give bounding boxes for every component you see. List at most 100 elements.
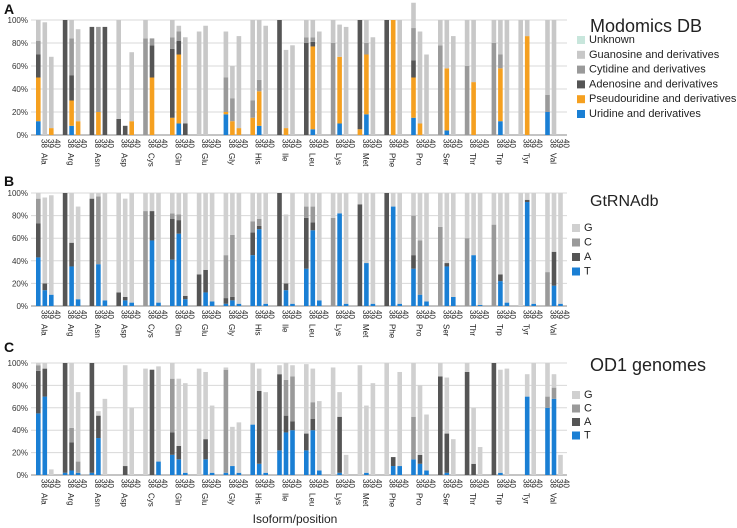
x-tick-position: 38 [66,310,75,319]
bar-segment-a [116,292,121,306]
x-tick-position: 39 [475,310,484,319]
x-tick-position: 39 [314,139,323,148]
bar-segment-g [357,365,363,475]
x-tick-position: 38 [39,479,48,488]
bar-segment-pseudouridine-and-derivatives [417,123,423,135]
x-tick-isoform: His [254,493,263,505]
bar-segment-uridine-and-derivatives [176,123,182,135]
legend-swatch [577,36,585,44]
bar-segment-t [551,398,557,475]
x-tick-position: 38 [281,479,290,488]
x-tick-position: 39 [448,479,457,488]
legend-swatch [572,238,580,247]
bar-segment-c [438,226,443,306]
bar-segment-a [283,415,289,433]
x-tick-isoform: Leu [307,153,316,166]
bar-segment-pseudouridine-and-derivatives [49,128,54,135]
bar-segment-cytidine-and-derivatives [438,45,443,135]
x-tick-position: 40 [160,479,169,488]
bar-segment-a [36,370,41,414]
bar-segment-guanosine-and-derivatives [317,31,322,135]
bar-segment-g [364,405,369,473]
bar-segment-g [170,193,175,214]
bar-segment-cytidine-and-derivatives [498,54,503,69]
x-tick-position: 39 [555,479,564,488]
legend-swatch [572,391,580,399]
legend-swatch [577,80,585,89]
x-tick-position: 40 [428,310,437,319]
bar-segment-t [558,303,563,306]
y-tick-label: 20% [12,108,28,117]
bar-segment-c [551,387,557,399]
x-tick-position: 40 [160,310,169,319]
bar-segment-guanosine-and-derivatives [223,31,229,78]
bar-segment-g [122,198,128,297]
bar-segment-g [370,383,376,475]
bar-segment-g [317,401,322,471]
x-tick-position: 38 [93,479,102,488]
bar-segment-a [304,433,309,451]
bar-segment-g [464,363,470,372]
bar-segment-g [518,193,523,306]
bar-segment-g [69,363,74,428]
bar-segment-a [310,419,316,431]
x-tick-position: 40 [267,479,276,488]
bar-segment-g [558,454,563,475]
x-tick-position: 38 [227,310,236,319]
bar-segment-a [256,225,262,230]
legend-label: G [584,222,593,234]
bar-segment-c [69,427,74,443]
bar-segment-a [89,363,95,473]
bar-segment-uridine-and-derivatives [411,117,416,135]
bar-segment-g [384,363,389,475]
bar-segment-t [263,303,268,306]
x-tick-position: 40 [562,310,571,319]
x-tick-position: 38 [388,310,397,319]
y-tick-label: 60% [12,404,28,413]
bar-segment-g [417,193,423,241]
bar-segment-uridine-and-derivatives [545,112,550,135]
x-tick-position: 39 [73,479,82,488]
legend-swatch [572,418,580,426]
bar-segment-g [545,193,550,273]
bar-segment-g [143,193,148,212]
x-tick-isoform: Cys [147,324,156,338]
y-tick-label: 40% [12,426,28,435]
x-tick-position: 40 [454,139,463,148]
bar-segment-t [122,300,128,306]
bar-segment-guanosine-and-derivatives [129,52,134,122]
x-tick-position: 38 [441,139,450,148]
x-tick-position: 39 [501,310,510,319]
x-tick-position: 40 [401,139,410,148]
x-tick-position: 38 [334,310,343,319]
y-tick-label: 20% [12,279,28,288]
bar-segment-a [196,274,202,306]
x-tick-position: 38 [522,310,531,319]
x-tick-position: 38 [66,479,75,488]
bar-segment-t [75,299,81,306]
x-tick-position: 38 [495,139,504,148]
bar-segment-g [183,383,188,473]
x-tick-position: 39 [287,139,296,148]
bar-segment-t [343,303,349,306]
bar-segment-cytidine-and-derivatives [364,43,369,55]
bar-segment-c [310,402,316,419]
bar-segment-t [364,472,369,475]
x-tick-position: 39 [233,139,242,148]
bar-segment-a [551,251,557,286]
bar-segment-g [196,368,202,475]
x-tick-isoform: Gln [173,493,182,505]
panel-letter: A [4,1,14,17]
bar-segment-cytidine-and-derivatives [464,66,470,135]
bar-segment-c [545,272,550,306]
x-tick-position: 40 [52,479,61,488]
bar-segment-g [42,363,48,369]
bar-segment-adenosine-and-derivatives [277,20,282,135]
x-tick-position: 38 [200,139,209,148]
bar-segment-cytidine-and-derivatives [230,98,235,122]
x-tick-position: 40 [535,479,544,488]
x-tick-position: 40 [454,310,463,319]
bar-segment-g [451,193,456,297]
bar-segment-g [89,193,95,199]
bar-segment-t [451,296,456,306]
